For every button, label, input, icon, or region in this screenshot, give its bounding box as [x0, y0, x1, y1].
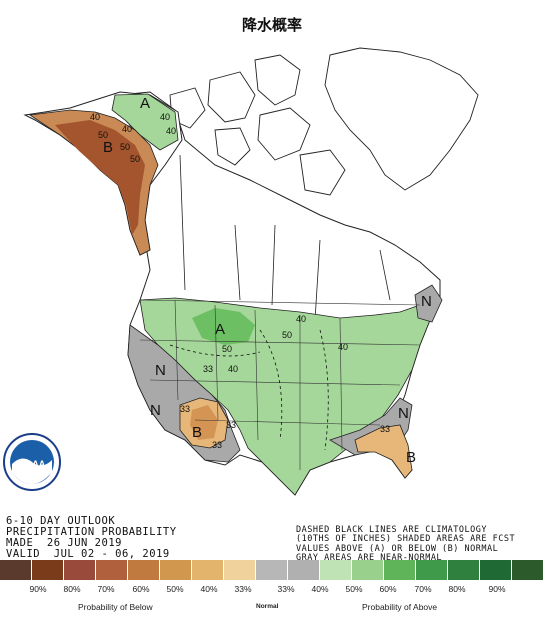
note-line-3: VALUES ABOVE (A) OR BELOW (B) NORMAL	[296, 543, 499, 554]
legend-swatch	[32, 560, 64, 580]
legend-tick-label: 40%	[311, 584, 329, 594]
legend-swatch	[352, 560, 384, 580]
outlook-info: 6-10 DAY OUTLOOK PRECIPITATION PROBABILIT…	[6, 505, 177, 571]
note-line-2: (10THS OF INCHES) SHADED AREAS ARE FCST	[296, 534, 516, 544]
alaska-contour-40d: 40	[122, 124, 132, 134]
legend-swatch	[480, 560, 512, 580]
east-contour-40: 40	[338, 342, 348, 352]
legend-tick-label: 90%	[29, 584, 47, 594]
noaa-logo-text: NOAA	[19, 459, 46, 469]
legend-swatch	[160, 560, 192, 580]
noaa-logo: NOAA	[3, 433, 61, 491]
legend-swatch	[0, 560, 32, 580]
alaska-contour-50c: 50	[130, 154, 140, 164]
west-contour-33a: 33	[203, 364, 213, 374]
legend-tick-label: 40%	[200, 584, 218, 594]
legend-tick-label: 90%	[488, 584, 506, 594]
normal-caption: Normal	[256, 603, 279, 610]
outlook-line-1: 6-10 DAY OUTLOOK	[6, 515, 116, 527]
outlook-line-2: PRECIPITATION PROBABILITY	[6, 526, 177, 538]
alaska-contour-40c: 40	[90, 112, 100, 122]
climatology-lines	[169, 329, 329, 451]
southwest-below-label: B	[192, 424, 202, 441]
west-near-normal-label-2: N	[150, 402, 161, 419]
legend-tick-label: 60%	[379, 584, 397, 594]
northeast-near-normal-label: N	[421, 293, 432, 310]
alaska-contour-50a: 50	[98, 130, 108, 140]
legend-tick-label: 33%	[234, 584, 252, 594]
legend-swatch	[64, 560, 96, 580]
alaska-above-normal	[111, 93, 179, 151]
legend-swatch	[512, 560, 544, 580]
legend-tick-label: 33%	[277, 584, 295, 594]
plains-contour-50a: 50	[222, 344, 232, 354]
plains-contour-40b: 40	[296, 314, 306, 324]
southwest-contour-33a: 33	[226, 420, 236, 430]
legend-swatch	[416, 560, 448, 580]
alaska-below-normal-inner	[55, 120, 145, 235]
below-caption: Probability of Below	[78, 602, 153, 612]
legend-swatch	[128, 560, 160, 580]
plains-contour-40: 40	[228, 364, 238, 374]
legend-swatch	[384, 560, 416, 580]
outlook-line-3: MADE 26 JUN 2019	[6, 537, 122, 549]
precipitation-map: A 40 40 40 50 50 40 B 50 A 50 40 50 40 4…	[23, 47, 479, 496]
page-title: 降水概率	[241, 16, 302, 34]
legend-swatch	[320, 560, 352, 580]
southeast-near-normal-label: N	[398, 405, 409, 422]
legend-tick-label: 70%	[97, 584, 115, 594]
legend-swatch	[96, 560, 128, 580]
outlook-line-4: VALID JUL 02 - 06, 2019	[6, 548, 170, 560]
southwest-below-normal-inner	[190, 405, 218, 440]
southwest-contour-33b: 33	[212, 440, 222, 450]
legend-tick-label: 50%	[166, 584, 184, 594]
southeast-contour-33: 33	[380, 424, 390, 434]
note-line-1: DASHED BLACK LINES ARE CLIMATOLOGY	[296, 524, 487, 535]
west-contour-33b: 33	[180, 404, 190, 414]
legend-swatch	[448, 560, 480, 580]
legend-swatch	[192, 560, 224, 580]
plains-contour-50b: 50	[282, 330, 292, 340]
state-lines	[139, 299, 421, 470]
legend-tick-label: 80%	[63, 584, 81, 594]
canada-borders	[179, 154, 391, 321]
alaska-contour-50b: 50	[120, 142, 130, 152]
southeast-below-normal	[354, 424, 413, 479]
west-near-normal-label-1: N	[155, 362, 166, 379]
legend-swatch	[288, 560, 320, 580]
legend-tick-label: 50%	[345, 584, 363, 594]
note-line-4: GRAY AREAS ARE NEAR-NORMAL	[296, 553, 443, 563]
alaska-below-label: B	[103, 139, 113, 156]
southeast-below-label: B	[406, 449, 416, 466]
plains-above-label: A	[215, 321, 225, 338]
alaska-above-label: A	[140, 95, 150, 112]
above-caption: Probability of Above	[362, 602, 438, 612]
legend-note: DASHED BLACK LINES ARE CLIMATOLOGY (10THS…	[296, 516, 515, 573]
legend-tick-label: 70%	[414, 584, 432, 594]
legend-swatch	[224, 560, 256, 580]
plains-darker-green	[192, 308, 255, 345]
legend-color-bar	[0, 560, 544, 580]
alaska-contour-40a: 40	[160, 112, 170, 122]
alaska-contour-40b: 40	[166, 126, 176, 136]
legend-swatch	[256, 560, 288, 580]
legend-tick-label: 60%	[132, 584, 150, 594]
northeast-near-normal	[414, 284, 443, 323]
legend-tick-label: 80%	[448, 584, 466, 594]
